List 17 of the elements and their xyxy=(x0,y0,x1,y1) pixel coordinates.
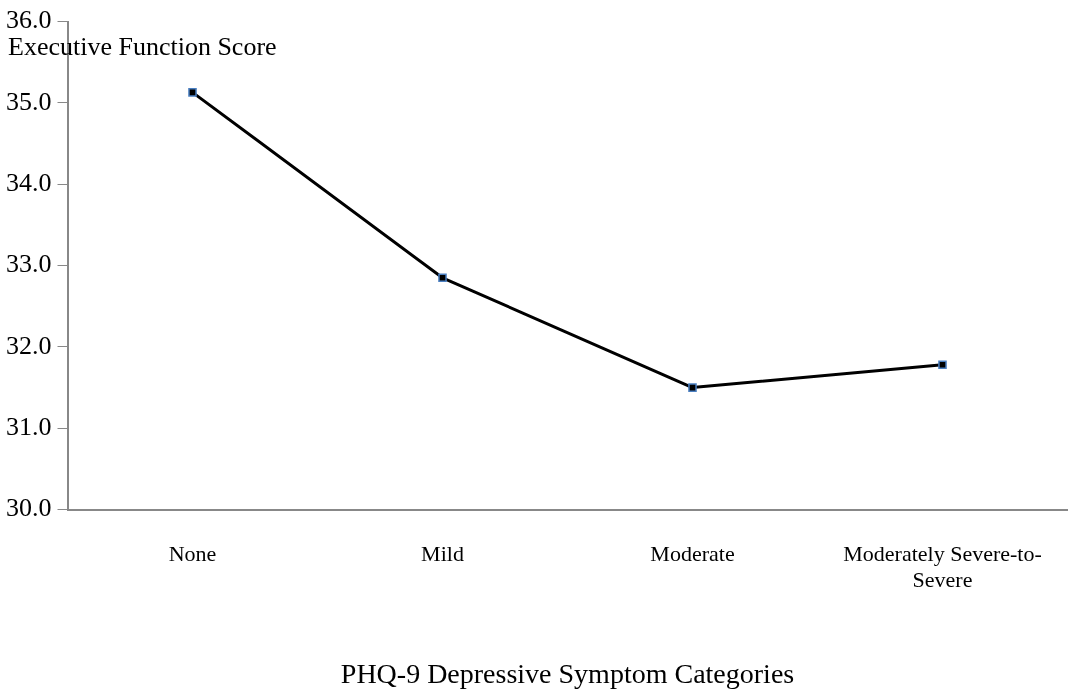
y-tick-label: 33.0 xyxy=(6,249,52,279)
y-tick-label: 31.0 xyxy=(6,412,52,442)
y-tick-label: 34.0 xyxy=(6,168,52,198)
x-tick-label: None xyxy=(168,540,217,566)
point xyxy=(438,273,447,283)
y-tick-label: 32.0 xyxy=(6,330,52,360)
point xyxy=(688,383,697,392)
y-axis-title: Executive Function Score xyxy=(8,32,277,62)
x-tick-label: Mild xyxy=(421,540,464,566)
point xyxy=(938,360,947,370)
x-axis-title: PHQ-9 Depressive Symptom Categories xyxy=(340,657,795,689)
y-tick-label: 35.0 xyxy=(6,86,52,116)
point xyxy=(188,88,197,97)
y-tick-label: 30.0 xyxy=(6,493,52,523)
x-tick-label: Moderate xyxy=(650,540,735,566)
x-tick-label: Moderately Severe-to-Severe xyxy=(843,540,1042,592)
y-tick-label: 36.0 xyxy=(6,5,52,35)
